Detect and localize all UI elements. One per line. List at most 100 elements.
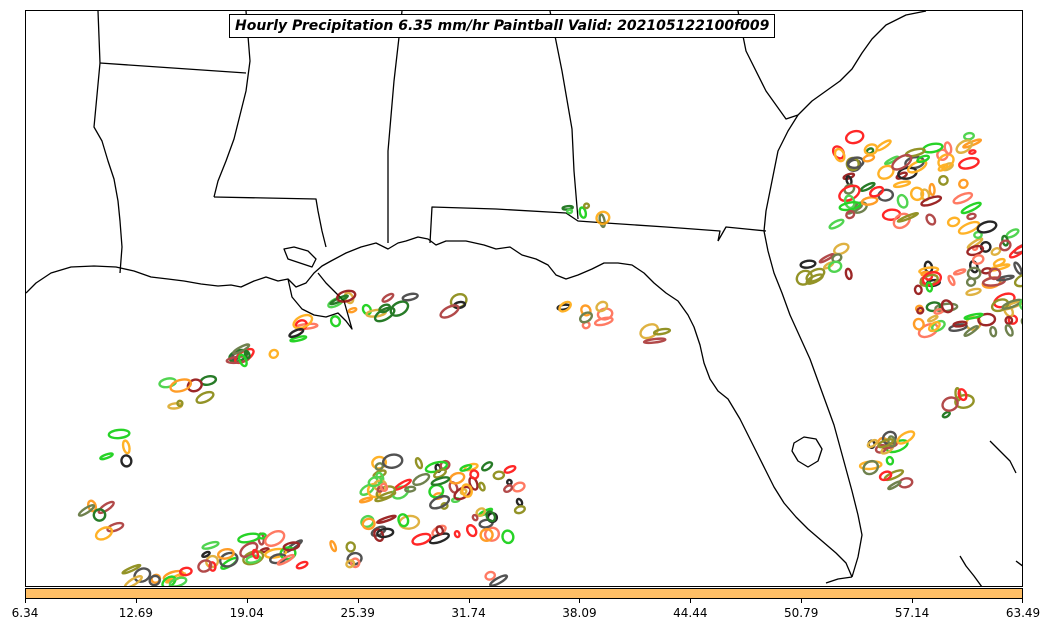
precip-contour bbox=[952, 320, 968, 328]
precip-contour bbox=[995, 274, 1015, 282]
precip-contour bbox=[578, 206, 588, 219]
precip-contour bbox=[378, 303, 392, 314]
precip-contour bbox=[988, 267, 1002, 281]
precip-contour bbox=[94, 526, 114, 541]
precip-contour bbox=[1004, 324, 1014, 337]
precip-contour bbox=[833, 242, 850, 256]
border-tx-la bbox=[93, 11, 123, 274]
coastline-delta bbox=[287, 272, 353, 330]
precip-contour bbox=[913, 284, 923, 296]
precip-contour bbox=[489, 574, 509, 586]
precip-contour bbox=[862, 459, 880, 476]
colorbar-tick-label: 19.04 bbox=[229, 606, 264, 620]
precip-contour bbox=[264, 547, 288, 559]
precip-contour bbox=[92, 508, 107, 522]
precip-contour bbox=[965, 287, 982, 297]
precip-contour bbox=[411, 532, 432, 546]
lake-pontchartrain bbox=[283, 246, 317, 268]
map-panel bbox=[25, 10, 1023, 587]
precip-contour bbox=[197, 559, 213, 573]
border-ms-river bbox=[213, 11, 251, 198]
precip-contour bbox=[292, 313, 314, 330]
precip-contour bbox=[358, 496, 374, 504]
precip-contour bbox=[642, 337, 667, 345]
precip-contour bbox=[954, 387, 962, 402]
precip-contour bbox=[578, 311, 594, 324]
precip-contour bbox=[920, 195, 943, 207]
precip-contour bbox=[460, 483, 473, 498]
border-ga-fl bbox=[717, 226, 767, 242]
precip-contour bbox=[845, 209, 856, 220]
precip-contour bbox=[1004, 315, 1014, 325]
precip-contour bbox=[481, 461, 494, 472]
precip-contour bbox=[264, 530, 286, 547]
florida-keys bbox=[825, 576, 853, 584]
precip-contour bbox=[216, 547, 235, 560]
colorbar-tick-label: 12.69 bbox=[118, 606, 154, 620]
precip-contour bbox=[361, 303, 373, 316]
precip-contour bbox=[475, 507, 487, 517]
precip-contour bbox=[381, 292, 395, 303]
precip-contour bbox=[878, 470, 893, 482]
precip-contour bbox=[925, 281, 934, 293]
precip-contour bbox=[990, 247, 1002, 256]
precip-contour bbox=[239, 541, 259, 559]
precip-contour bbox=[511, 481, 526, 493]
colorbar-tick bbox=[912, 599, 914, 603]
precip-contour bbox=[243, 349, 251, 360]
precip-contour bbox=[896, 211, 920, 223]
precip-contour bbox=[966, 212, 977, 221]
precip-contour bbox=[478, 481, 486, 492]
precip-contour bbox=[916, 154, 930, 164]
precip-contour bbox=[795, 269, 813, 286]
precip-contour bbox=[492, 470, 506, 481]
colorbar-tick bbox=[246, 599, 248, 603]
precip-contour bbox=[503, 464, 517, 474]
precip-contour bbox=[598, 213, 606, 229]
precip-contour bbox=[485, 510, 497, 523]
coastline-atlantic bbox=[763, 11, 927, 578]
precip-contour bbox=[404, 485, 417, 493]
precip-contour bbox=[960, 201, 982, 215]
precip-contour bbox=[966, 244, 985, 257]
precip-contour bbox=[990, 298, 1010, 313]
precip-contour bbox=[367, 475, 383, 488]
precip-contour bbox=[435, 525, 445, 536]
precip-contour bbox=[937, 163, 949, 172]
precip-contour bbox=[282, 541, 301, 552]
colorbar-tick bbox=[579, 599, 581, 603]
precip-contour bbox=[940, 299, 954, 314]
precip-contour bbox=[887, 435, 897, 448]
precip-contour bbox=[916, 306, 925, 315]
precip-contour bbox=[347, 306, 358, 314]
colorbar-tick-label: 44.44 bbox=[673, 606, 708, 620]
precip-contour bbox=[201, 540, 220, 550]
colorbar-tick-label: 6.34 bbox=[11, 606, 39, 620]
precip-contour bbox=[453, 529, 461, 539]
map-canvas bbox=[26, 11, 1023, 586]
precip-contour bbox=[941, 410, 951, 419]
precip-contour bbox=[917, 322, 939, 339]
precip-contour bbox=[1018, 296, 1022, 312]
precip-contour bbox=[896, 430, 916, 445]
precip-contour bbox=[459, 463, 473, 472]
precip-contour bbox=[639, 323, 660, 340]
precip-contour bbox=[827, 260, 843, 273]
precip-contour bbox=[1022, 268, 1023, 283]
colorbar-tick bbox=[1022, 599, 1023, 603]
precip-contour bbox=[106, 521, 125, 533]
precip-contour bbox=[805, 267, 826, 283]
colorbar-tick-label: 63.49 bbox=[1005, 606, 1041, 620]
precip-contour bbox=[863, 143, 879, 156]
precip-contour bbox=[892, 180, 912, 189]
map-title: Hourly Precipitation 6.35 mm/hr Paintbal… bbox=[229, 14, 776, 38]
precip-contour bbox=[376, 527, 395, 539]
precip-contour bbox=[941, 396, 959, 412]
precip-contour bbox=[439, 304, 460, 319]
precip-contour bbox=[430, 476, 451, 487]
precip-contour bbox=[869, 185, 885, 198]
precip-contour bbox=[374, 462, 384, 471]
precip-contour bbox=[379, 482, 389, 492]
border-ark-la bbox=[99, 62, 247, 74]
precip-contour bbox=[471, 513, 479, 522]
